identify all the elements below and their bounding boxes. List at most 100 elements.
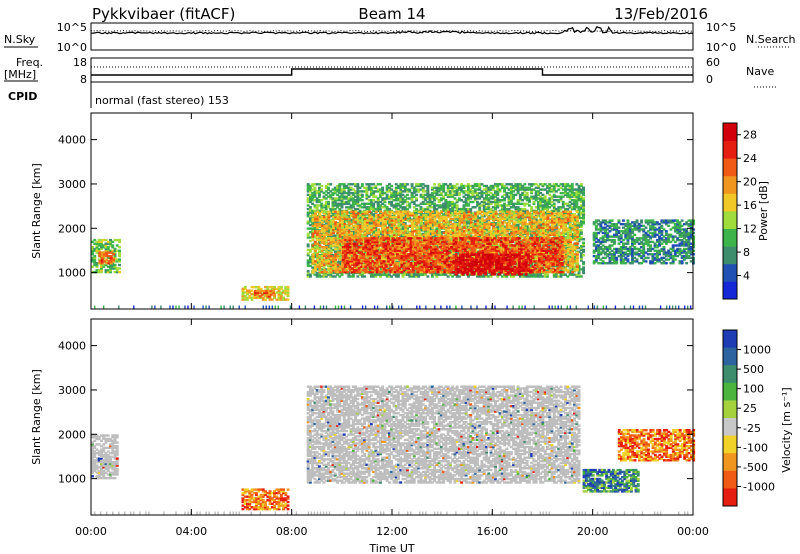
power-cell [95, 269, 99, 272]
power-cell [320, 268, 324, 271]
power-cell [347, 199, 351, 202]
power-cell [478, 275, 482, 278]
power-cell [444, 200, 448, 204]
power-cell [410, 199, 414, 202]
power-cell [369, 202, 373, 205]
power-cell [104, 263, 108, 267]
power-cell [489, 275, 493, 278]
power-cell [111, 249, 115, 252]
power-cell [419, 183, 423, 186]
power-cell [451, 186, 455, 189]
power-cell [394, 202, 398, 205]
power-cell [91, 247, 94, 251]
power-cell [354, 195, 357, 198]
power-cell [336, 204, 339, 207]
power-cell [327, 273, 330, 276]
power-cell [266, 287, 270, 291]
power-cell [374, 273, 378, 276]
power-cell [439, 186, 443, 189]
power-cell [318, 273, 321, 276]
power-cell [505, 218, 509, 221]
power-cell [306, 273, 310, 276]
power-cell [376, 206, 380, 209]
power-cell [399, 193, 403, 197]
power-cell [282, 291, 285, 294]
power-cell [385, 206, 389, 209]
power-cell [327, 186, 330, 189]
power-cell [415, 199, 418, 202]
power-cell [507, 200, 511, 204]
power-cell [485, 229, 488, 232]
power-cell [306, 227, 310, 230]
power-cell [100, 238, 103, 242]
power-cell [257, 296, 261, 299]
power-cell [369, 213, 373, 216]
power-cell [383, 273, 387, 276]
power-cell [109, 267, 112, 270]
power-cell [491, 184, 495, 188]
power-cell [435, 207, 439, 211]
power-cell [446, 207, 450, 211]
power-cell [385, 197, 389, 200]
power-cell [327, 200, 330, 204]
freq-unit-label: [MHz] [4, 68, 36, 81]
power-cell [381, 191, 385, 195]
power-cell [471, 195, 475, 198]
power-cell [105, 258, 109, 261]
power-cell [460, 186, 464, 189]
power-cell [327, 191, 330, 195]
power-cell [347, 202, 351, 205]
power-cell [394, 197, 398, 200]
power-cell [340, 188, 344, 191]
power-cell [426, 213, 430, 216]
power-cell [248, 291, 252, 294]
power-cell [306, 262, 310, 266]
power-cell [408, 197, 412, 200]
power-cell [363, 204, 367, 207]
power-cell [356, 204, 360, 207]
power-cell [467, 204, 470, 207]
power-cell [376, 204, 380, 207]
power-cell [351, 231, 355, 234]
power-cell [347, 188, 351, 191]
power-cell [338, 275, 342, 278]
power-cell [430, 195, 434, 198]
power-cell [412, 273, 416, 276]
power-cell [482, 191, 486, 195]
power-cell [433, 204, 436, 207]
power-cell [100, 244, 103, 247]
power-cell [439, 231, 443, 234]
power-cell [507, 183, 511, 186]
power-cell [388, 190, 391, 193]
power-cell [458, 191, 461, 195]
power-cell [313, 193, 317, 197]
power-cell [329, 209, 333, 213]
nsky-label: N.Sky [4, 33, 36, 46]
nsearch-trace [90, 29, 694, 33]
power-cell [349, 206, 353, 209]
power-cell [399, 234, 403, 237]
power-cell [250, 285, 254, 289]
power-cell [100, 270, 103, 274]
power-cell [437, 200, 441, 204]
power-cell [358, 211, 362, 214]
power-cell [243, 291, 247, 294]
power-cell [430, 193, 434, 197]
power-cell [365, 193, 369, 197]
power-cell [430, 202, 434, 205]
power-cell [451, 193, 455, 197]
power-cell [313, 254, 317, 257]
power-cell [473, 206, 477, 209]
power-cell [270, 285, 274, 289]
power-cell [258, 291, 262, 295]
power-cell [306, 271, 310, 275]
power-cell [417, 273, 421, 276]
power-cell [320, 190, 324, 193]
power-cell [320, 275, 324, 278]
power-cell [394, 191, 398, 195]
power-cell [433, 211, 436, 214]
power-cell [109, 244, 112, 247]
power-cell [315, 271, 319, 275]
power-cell [91, 246, 94, 249]
power-cell [401, 184, 405, 188]
